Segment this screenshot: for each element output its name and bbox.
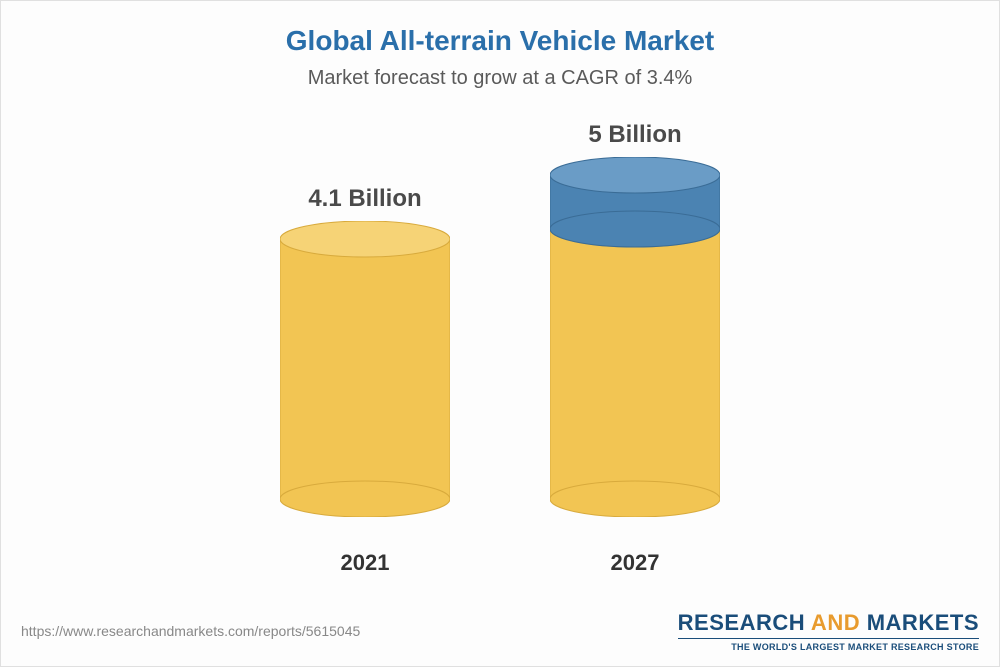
brand-word-2: MARKETS <box>867 610 979 635</box>
brand-block: RESEARCH AND MARKETS THE WORLD'S LARGEST… <box>678 610 979 652</box>
category-label: 2021 <box>341 550 390 576</box>
bar-group: 5 Billion 2027 <box>550 121 720 576</box>
cylinder-icon <box>550 157 720 517</box>
footer: https://www.researchandmarkets.com/repor… <box>1 596 999 666</box>
cylinder <box>280 221 450 522</box>
chart-area: 4.1 Billion 2021 5 Billion 2027 <box>1 111 999 576</box>
bar-group: 4.1 Billion 2021 <box>280 185 450 576</box>
value-label: 4.1 Billion <box>308 185 421 213</box>
category-label: 2027 <box>611 550 660 576</box>
cylinder-icon <box>280 221 450 517</box>
chart-container: Global All-terrain Vehicle Market Market… <box>1 1 999 666</box>
chart-subtitle: Market forecast to grow at a CAGR of 3.4… <box>1 67 999 90</box>
chart-title: Global All-terrain Vehicle Market <box>1 1 999 57</box>
cylinder <box>550 157 720 522</box>
brand-title: RESEARCH AND MARKETS <box>678 610 979 636</box>
brand-word-and: AND <box>805 610 867 635</box>
brand-tagline: THE WORLD'S LARGEST MARKET RESEARCH STOR… <box>678 638 979 652</box>
source-url: https://www.researchandmarkets.com/repor… <box>21 623 360 639</box>
value-label: 5 Billion <box>588 121 681 149</box>
brand-word-1: RESEARCH <box>678 610 805 635</box>
